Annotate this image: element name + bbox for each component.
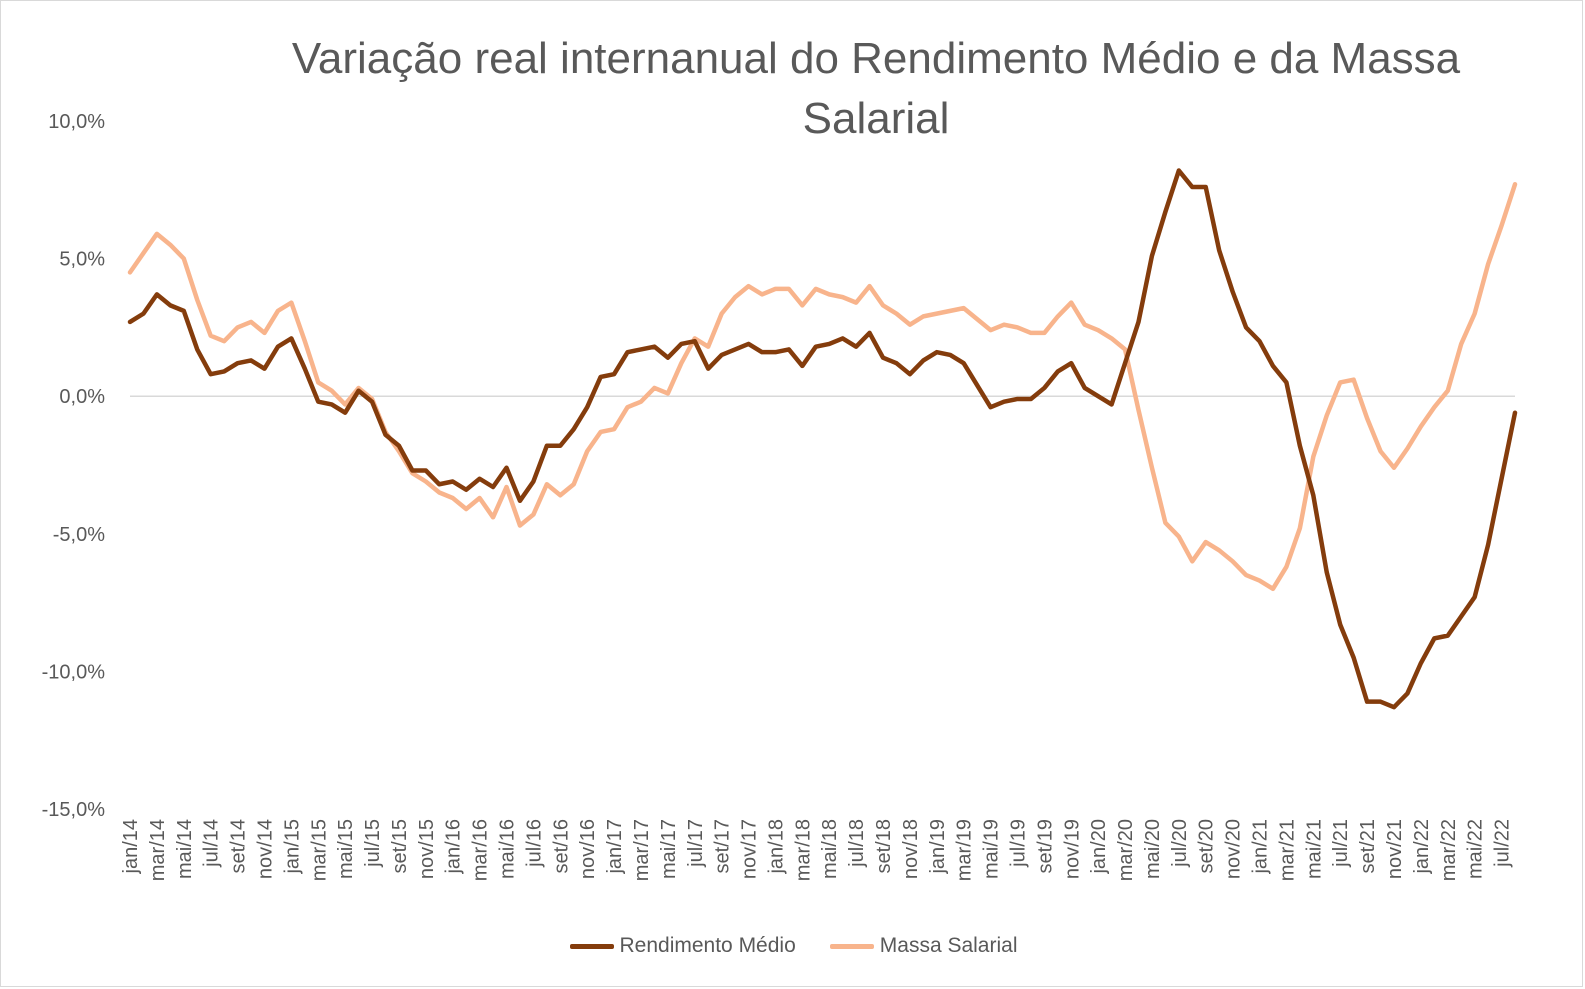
legend-swatch-rendimento-medio [569, 943, 614, 949]
x-tick-label: nov/17 [739, 819, 761, 879]
x-tick-label: jan/20 [1088, 819, 1110, 875]
y-tick-label: -10,0% [42, 661, 106, 683]
x-tick-label: set/17 [712, 819, 734, 873]
legend-item-massa-salarial[interactable]: Massa Salarial [829, 934, 1018, 958]
y-tick-label: -15,0% [42, 799, 106, 821]
x-tick-label: jul/20 [1169, 819, 1191, 868]
x-tick-label: jul/21 [1330, 819, 1352, 868]
x-tick-label: set/16 [550, 819, 572, 873]
x-tick-label: mai/15 [335, 819, 357, 879]
x-tick-label: jul/19 [1007, 819, 1029, 868]
legend-label-rendimento-medio: Rendimento Médio [619, 934, 796, 957]
x-tick-label: jul/17 [685, 819, 707, 868]
y-tick-label: 0,0% [59, 386, 105, 408]
legend: Rendimento Médio Massa Salarial [1, 931, 1585, 961]
x-tick-label: mai/22 [1465, 819, 1487, 879]
series-lines [127, 168, 1518, 710]
x-tick-label: mar/15 [308, 819, 330, 881]
x-tick-label: mar/21 [1276, 819, 1298, 881]
legend-swatch-massa-salarial [829, 943, 874, 949]
x-tick-label: set/21 [1357, 819, 1379, 873]
x-tick-label: nov/18 [900, 819, 922, 879]
x-tick-label: mai/18 [819, 819, 841, 879]
x-tick-label: jul/15 [362, 819, 384, 868]
x-tick-label: nov/21 [1384, 819, 1406, 879]
x-tick-label: nov/16 [577, 819, 599, 879]
x-tick-label: mai/21 [1303, 819, 1325, 879]
y-axis-tick-labels: 10,0% 5,0% 0,0% -5,0% -10,0% -15,0% [42, 111, 106, 821]
x-tick-label: set/15 [389, 819, 411, 873]
x-tick-label: jan/17 [604, 819, 626, 875]
x-tick-label: set/18 [873, 819, 895, 873]
x-tick-label: mai/20 [1142, 819, 1164, 879]
series-line-rendimento-medio [127, 168, 1518, 710]
x-tick-label: mai/17 [658, 819, 680, 879]
x-tick-label: jan/16 [443, 819, 465, 875]
x-tick-label: mai/14 [174, 819, 196, 879]
x-tick-label: mar/22 [1438, 819, 1460, 881]
x-tick-label: nov/20 [1223, 819, 1245, 879]
x-tick-label: mar/20 [1115, 819, 1137, 881]
y-tick-label: 10,0% [48, 111, 105, 133]
x-tick-label: jul/18 [846, 819, 868, 868]
x-tick-label: jul/16 [523, 819, 545, 868]
x-tick-label: set/14 [228, 819, 250, 873]
y-tick-label: 5,0% [59, 249, 105, 271]
x-tick-label: nov/15 [416, 819, 438, 879]
x-tick-label: jul/14 [201, 819, 223, 868]
x-tick-label: mar/18 [792, 819, 814, 881]
x-tick-label: nov/19 [1061, 819, 1083, 879]
y-tick-label: -5,0% [53, 524, 105, 546]
x-tick-label: mar/16 [470, 819, 492, 881]
x-tick-label: jan/21 [1250, 819, 1272, 875]
x-tick-label: jan/15 [281, 819, 303, 875]
x-tick-label: jan/22 [1411, 819, 1433, 875]
legend-label-massa-salarial: Massa Salarial [879, 934, 1018, 957]
x-tick-label: jan/14 [120, 819, 142, 875]
legend-item-rendimento-medio[interactable]: Rendimento Médio [569, 934, 796, 958]
x-tick-label: mar/19 [954, 819, 976, 881]
x-tick-label: nov/14 [254, 819, 276, 879]
chart-title: Variação real internanual do Rendimento … [291, 34, 1461, 143]
x-tick-label: mai/19 [981, 819, 1003, 879]
x-tick-label: jan/19 [927, 819, 949, 875]
x-tick-label: set/19 [1034, 819, 1056, 873]
x-tick-label: jan/18 [765, 819, 787, 875]
x-tick-label: jul/22 [1492, 819, 1514, 868]
x-tick-label: mar/17 [631, 819, 653, 881]
series-line-massa-salarial [127, 182, 1518, 592]
x-axis-tick-labels: jan/14 mar/14 mai/14 jul/14 set/14 nov/14 jan/… [120, 819, 1514, 881]
x-tick-label: mai/16 [497, 819, 519, 879]
x-tick-label: set/20 [1196, 819, 1218, 873]
x-tick-label: mar/14 [147, 819, 169, 881]
